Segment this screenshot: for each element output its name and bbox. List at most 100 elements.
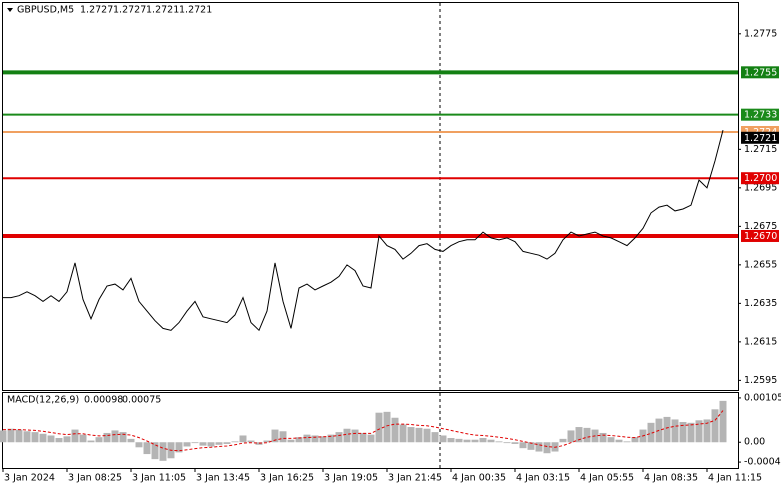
- macd-bar: [519, 442, 527, 449]
- macd-bar: [423, 428, 431, 443]
- macd-bar: [303, 434, 311, 443]
- macd-bar: [407, 427, 415, 443]
- level-label-box: [741, 66, 779, 79]
- macd-bar: [207, 442, 215, 447]
- macd-bar: [503, 442, 511, 444]
- macd-bar: [215, 442, 223, 445]
- macd-bar: [647, 422, 655, 443]
- macd-bar: [511, 442, 519, 444]
- ohlc-value: 1.2727: [80, 5, 113, 16]
- y-tick-label: 1.2655: [744, 259, 777, 270]
- x-tick-label: 3 Jan 13:45: [196, 473, 250, 484]
- macd-bar: [159, 442, 167, 461]
- macd-bar: [399, 424, 407, 443]
- x-tick-label: 3 Jan 2024: [4, 473, 55, 484]
- price-frame: [2, 2, 739, 391]
- macd-bar: [135, 442, 143, 448]
- macd-bar: [103, 432, 111, 443]
- x-tick-label: 3 Jan 16:25: [260, 473, 314, 484]
- macd-bar: [39, 433, 47, 443]
- level-label: 1.2755: [744, 67, 777, 78]
- macd-bar: [151, 442, 159, 460]
- macd-bar: [439, 435, 447, 443]
- level-label-box: [741, 131, 779, 144]
- macd-bar: [231, 441, 239, 443]
- macd-bar: [343, 428, 351, 443]
- macd-bar: [287, 439, 295, 443]
- macd-bar: [55, 438, 63, 443]
- y-tick-label: 0.00105: [744, 392, 781, 403]
- macd-bar: [567, 430, 575, 443]
- x-tick-label: 3 Jan 08:25: [68, 473, 122, 484]
- y-tick-label: 0.00: [744, 437, 765, 448]
- macd-bar: [175, 442, 183, 453]
- macd-bar: [367, 434, 375, 443]
- level-label: 1.2700: [744, 173, 777, 184]
- x-tick-label: 3 Jan 19:05: [324, 473, 378, 484]
- macd-bar: [623, 441, 631, 443]
- macd-bar: [479, 438, 487, 443]
- macd-bar: [615, 439, 623, 443]
- y-tick-label: 1.2695: [744, 182, 777, 193]
- x-tick-label: 3 Jan 21:45: [388, 473, 442, 484]
- macd-title: MACD(12,26,9): [7, 395, 79, 406]
- macd-bar: [463, 439, 471, 443]
- macd-bar: [119, 432, 127, 443]
- macd-bar: [7, 428, 15, 443]
- macd-bar: [31, 432, 39, 443]
- chart-title: GBPUSD,M5: [17, 5, 74, 16]
- macd-bar: [663, 416, 671, 443]
- macd-bar: [703, 419, 711, 443]
- macd-bar: [335, 432, 343, 443]
- macd-bar: [719, 400, 727, 443]
- level-label: 1.2670: [744, 231, 777, 242]
- macd-bar: [607, 437, 615, 443]
- level-label-box: [741, 172, 779, 185]
- macd-bar: [671, 419, 679, 443]
- symbol-icon: [7, 8, 13, 12]
- macd-bar: [559, 438, 567, 443]
- level-label: 1.2721: [744, 133, 777, 144]
- macd-bar: [279, 431, 287, 443]
- macd-bar: [191, 442, 199, 444]
- signal-line: [3, 410, 724, 452]
- macd-bar: [143, 442, 151, 455]
- macd-bar: [583, 427, 591, 443]
- macd-bar: [71, 429, 79, 443]
- level-label: 1.2733: [744, 110, 777, 121]
- macd-bar: [359, 432, 367, 443]
- macd-bar: [535, 442, 543, 452]
- y-tick-label: 1.2635: [744, 298, 777, 309]
- macd-bar: [183, 442, 191, 447]
- x-tick-label: 4 Jan 11:15: [708, 473, 762, 484]
- macd-bar: [711, 409, 719, 443]
- macd-bar: [95, 437, 103, 443]
- macd-bar: [63, 436, 71, 443]
- macd-bar: [599, 432, 607, 443]
- macd-bar: [487, 439, 495, 443]
- macd-bar: [447, 438, 455, 443]
- macd-bar: [87, 440, 95, 443]
- y-tick-label: 1.2675: [744, 221, 777, 232]
- macd-bar: [351, 429, 359, 443]
- x-tick-label: 4 Jan 08:35: [644, 473, 698, 484]
- macd-bar: [383, 411, 391, 443]
- y-tick-label: -0.00047: [744, 457, 781, 468]
- macd-bar: [47, 435, 55, 443]
- macd-bar: [23, 431, 31, 443]
- macd-bar: [495, 441, 503, 443]
- price-line: [3, 129, 724, 332]
- macd-bar: [239, 435, 247, 443]
- macd-bar: [0, 430, 7, 443]
- macd-bar: [111, 430, 119, 443]
- macd-bar: [455, 438, 463, 443]
- ohlc-value: 1.2727: [113, 5, 146, 16]
- y-tick-label: 1.2715: [744, 144, 777, 155]
- macd-bar: [375, 412, 383, 443]
- y-tick-label: 1.2595: [744, 375, 777, 386]
- macd-bar: [679, 421, 687, 443]
- macd-bar: [431, 432, 439, 443]
- macd-bar: [271, 429, 279, 443]
- macd-bar: [247, 440, 255, 443]
